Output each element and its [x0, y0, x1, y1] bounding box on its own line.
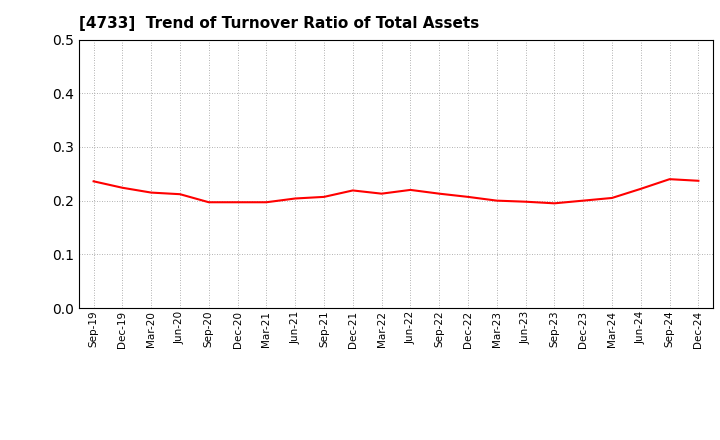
Text: [4733]  Trend of Turnover Ratio of Total Assets: [4733] Trend of Turnover Ratio of Total … [79, 16, 480, 32]
